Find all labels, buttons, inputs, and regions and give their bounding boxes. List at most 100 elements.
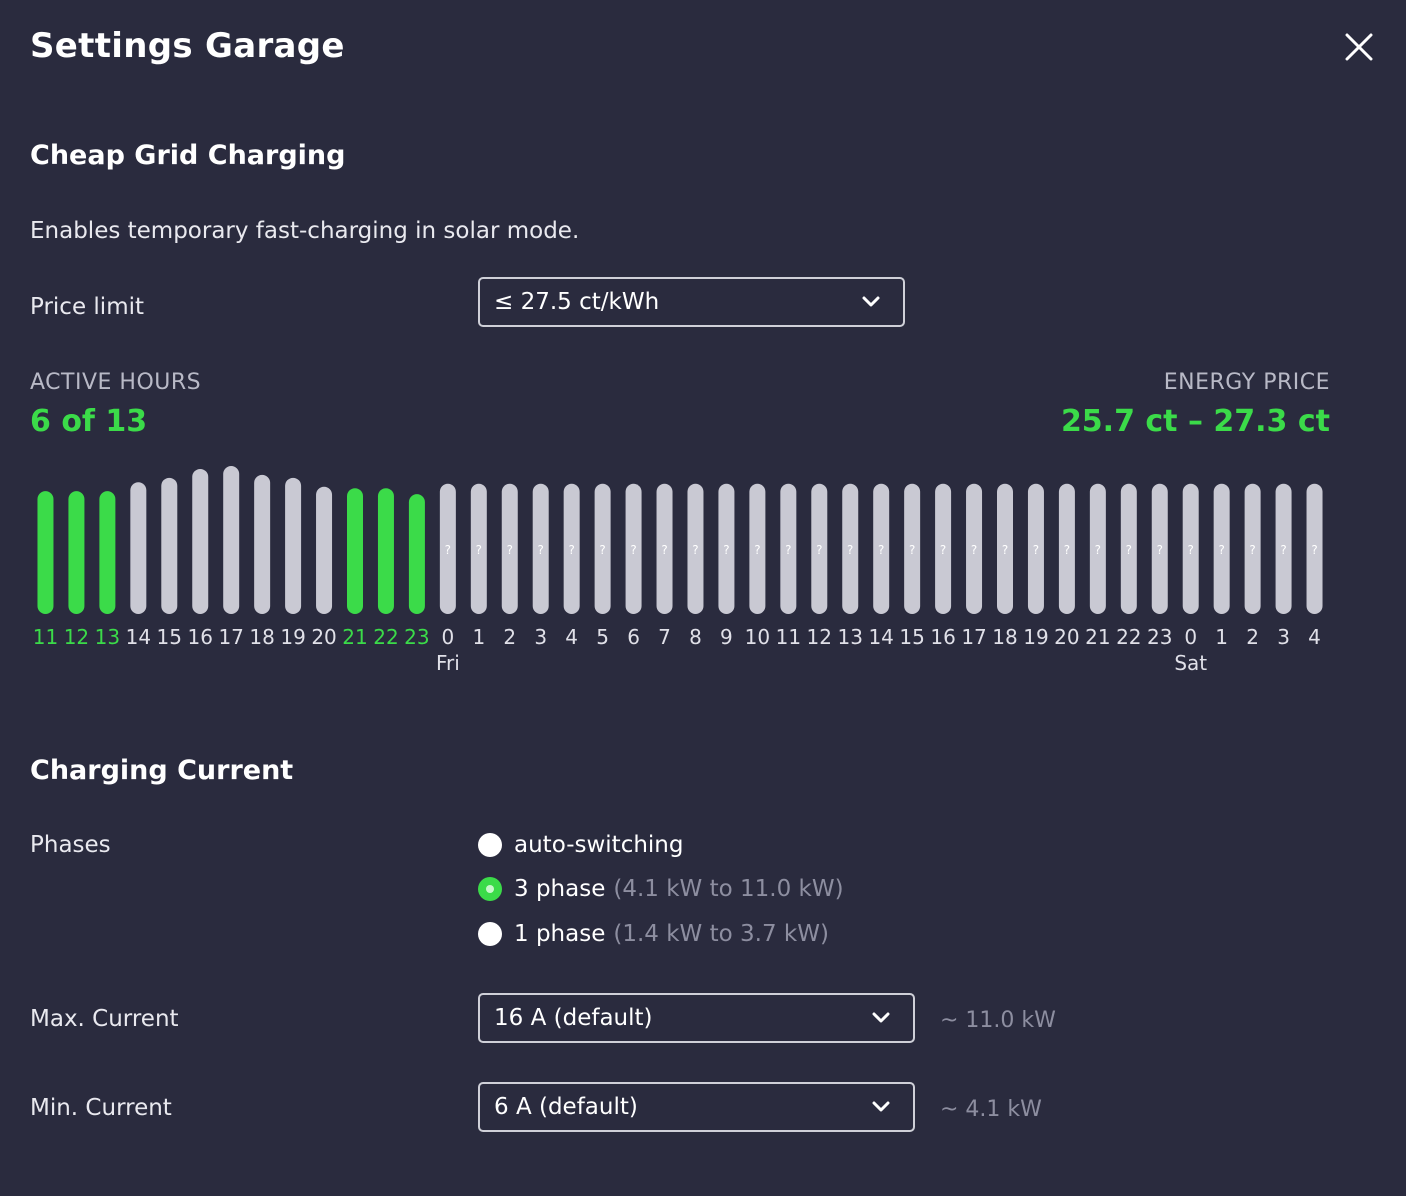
- hour-label: 16: [930, 625, 955, 649]
- price-bar[interactable]: [842, 483, 859, 614]
- price-bar[interactable]: [563, 483, 580, 614]
- unknown-price-mark: ?: [878, 543, 884, 557]
- price-limit-select[interactable]: ≤ 27.5 ct/kWh: [478, 277, 905, 327]
- price-bar[interactable]: [1275, 483, 1292, 614]
- price-bar[interactable]: [1151, 483, 1168, 614]
- unknown-price-mark: ?: [507, 543, 513, 557]
- unknown-price-mark: ?: [568, 543, 574, 557]
- price-bar[interactable]: [749, 483, 766, 614]
- price-bar[interactable]: [192, 468, 209, 614]
- price-bar[interactable]: [966, 483, 983, 614]
- active-hours-caption: ACTIVE HOURS: [30, 370, 202, 395]
- hour-label: 16: [188, 625, 213, 649]
- price-bar[interactable]: [470, 483, 487, 614]
- unknown-price-mark: ?: [785, 543, 791, 557]
- price-bar[interactable]: [997, 483, 1013, 614]
- hour-label: 22: [373, 625, 398, 649]
- radio-button-checked[interactable]: [478, 877, 502, 901]
- hour-label: 12: [807, 625, 832, 649]
- phase-option-auto[interactable]: auto-switching: [478, 832, 683, 858]
- unknown-price-mark: ?: [599, 543, 605, 557]
- max-current-hint: ~ 11.0 kW: [940, 1008, 1056, 1033]
- unknown-price-mark: ?: [847, 543, 853, 557]
- price-bar[interactable]: [873, 483, 890, 614]
- price-bar[interactable]: [68, 491, 85, 614]
- unknown-price-mark: ?: [1002, 543, 1008, 557]
- unknown-price-mark: ?: [1188, 543, 1194, 557]
- price-bar[interactable]: [285, 477, 302, 614]
- min-current-select[interactable]: 6 A (default): [478, 1082, 915, 1132]
- unknown-price-mark: ?: [909, 543, 915, 557]
- price-bar[interactable]: [625, 483, 642, 614]
- price-bar[interactable]: [1306, 483, 1323, 614]
- price-bar[interactable]: [161, 477, 178, 614]
- radio-button[interactable]: [478, 922, 502, 946]
- hour-label: 3: [1277, 625, 1290, 649]
- price-bar[interactable]: [718, 483, 735, 614]
- price-bar[interactable]: [377, 488, 394, 614]
- energy-price-value: 25.7 ct – 27.3 ct: [1060, 404, 1330, 439]
- price-bar[interactable]: [1244, 483, 1261, 614]
- phase-option-label: auto-switching: [514, 832, 684, 858]
- unknown-price-mark: ?: [754, 543, 760, 557]
- hour-label: 10: [745, 625, 770, 649]
- hour-label: 1: [1215, 625, 1228, 649]
- price-bar[interactable]: [408, 494, 425, 614]
- chevron-down-icon: [872, 1101, 890, 1112]
- unknown-price-mark: ?: [538, 543, 544, 557]
- price-bar[interactable]: [532, 483, 549, 614]
- price-bar[interactable]: [656, 483, 673, 614]
- phases-label: Phases: [30, 832, 111, 858]
- price-bar[interactable]: [935, 483, 952, 614]
- hour-label: 19: [280, 625, 305, 649]
- unknown-price-mark: ?: [1157, 543, 1163, 557]
- price-bar[interactable]: [1027, 483, 1044, 614]
- price-bar[interactable]: [130, 482, 147, 614]
- unknown-price-mark: ?: [1126, 543, 1132, 557]
- hour-label: 15: [157, 625, 182, 649]
- unknown-price-mark: ?: [661, 543, 667, 557]
- price-bar[interactable]: [594, 483, 611, 614]
- price-bar[interactable]: [1058, 483, 1075, 614]
- radio-button[interactable]: [478, 833, 502, 857]
- hour-label: 0: [441, 625, 454, 649]
- price-bar[interactable]: [1120, 483, 1137, 614]
- hour-label: 13: [838, 625, 863, 649]
- price-bar[interactable]: [811, 483, 828, 614]
- price-bar[interactable]: [223, 466, 240, 614]
- hour-label: 0: [1184, 625, 1197, 649]
- close-button[interactable]: [1338, 26, 1380, 68]
- phase-option-label: 3 phase: [514, 876, 606, 902]
- unknown-price-mark: ?: [816, 543, 822, 557]
- hour-label: 3: [534, 625, 547, 649]
- hour-label: 17: [218, 625, 243, 649]
- price-bar[interactable]: [501, 483, 518, 614]
- price-bar[interactable]: [347, 488, 363, 614]
- price-bar[interactable]: [37, 491, 54, 614]
- price-bar[interactable]: [1182, 483, 1199, 614]
- price-limit-label: Price limit: [30, 294, 145, 320]
- phase-option-1-phase[interactable]: 1 phase (1.4 kW to 3.7 kW): [478, 921, 829, 947]
- hour-label: 18: [249, 625, 274, 649]
- price-bar[interactable]: [254, 474, 271, 614]
- hour-label: 5: [596, 625, 609, 649]
- unknown-price-mark: ?: [940, 543, 946, 557]
- price-bar[interactable]: [687, 483, 704, 614]
- max-current-select[interactable]: 16 A (default): [478, 993, 915, 1043]
- hour-label: 15: [899, 625, 924, 649]
- hour-label: 2: [503, 625, 516, 649]
- price-bar[interactable]: [439, 483, 456, 614]
- price-bar[interactable]: [1089, 483, 1106, 614]
- hour-label: 4: [565, 625, 578, 649]
- price-bar[interactable]: [780, 483, 797, 614]
- phase-option-range: (4.1 kW to 11.0 kW): [613, 876, 844, 902]
- hour-label: 6: [627, 625, 640, 649]
- price-bar[interactable]: [1213, 483, 1230, 614]
- phase-option-3-phase[interactable]: 3 phase (4.1 kW to 11.0 kW): [478, 876, 844, 902]
- hour-label: 8: [689, 625, 702, 649]
- hour-label: 19: [1023, 625, 1048, 649]
- price-bar[interactable]: [316, 486, 333, 614]
- price-bar[interactable]: [904, 483, 921, 614]
- hour-label: 20: [1054, 625, 1079, 649]
- price-bar[interactable]: [99, 491, 116, 614]
